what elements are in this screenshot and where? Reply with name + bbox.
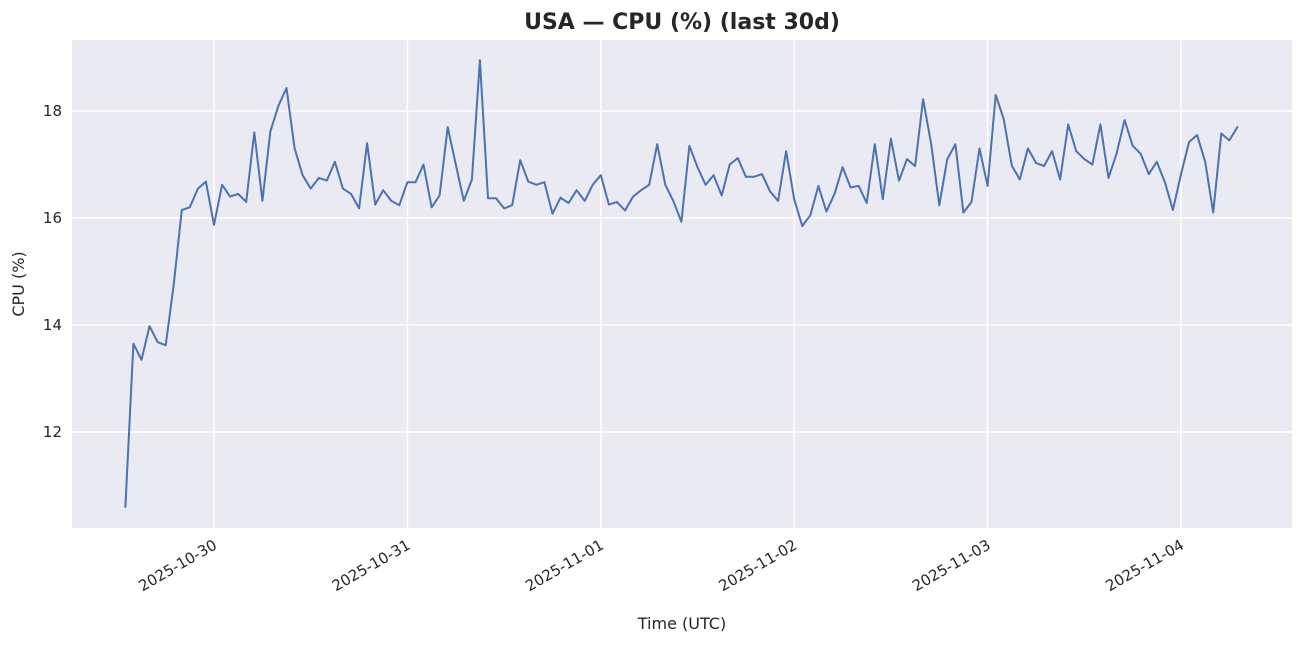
x-axis-label: Time (UTC) bbox=[637, 614, 726, 633]
y-tick-label: 14 bbox=[43, 316, 62, 334]
x-tick-label: 2025-11-01 bbox=[522, 536, 607, 595]
x-tick-label: 2025-11-04 bbox=[1102, 536, 1187, 595]
chart-title: USA — CPU (%) (last 30d) bbox=[524, 10, 840, 35]
x-axis-ticks: 2025-10-30 2025-10-31 2025-11-01 2025-11-02… bbox=[135, 536, 1187, 595]
y-axis-label: CPU (%) bbox=[9, 251, 28, 316]
y-axis-ticks: 12 14 16 18 bbox=[43, 102, 62, 441]
x-gridlines bbox=[213, 40, 1182, 528]
x-tick-label: 2025-11-03 bbox=[909, 536, 994, 595]
x-tick-label: 2025-11-02 bbox=[716, 536, 801, 595]
plot-area bbox=[72, 40, 1292, 528]
y-tick-label: 18 bbox=[43, 102, 62, 120]
x-tick-label: 2025-10-31 bbox=[329, 536, 414, 595]
x-tick-label: 2025-10-30 bbox=[135, 536, 220, 595]
cpu-series-line bbox=[124, 59, 1239, 508]
y-tick-label: 16 bbox=[43, 209, 62, 227]
y-tick-label: 12 bbox=[43, 423, 62, 441]
